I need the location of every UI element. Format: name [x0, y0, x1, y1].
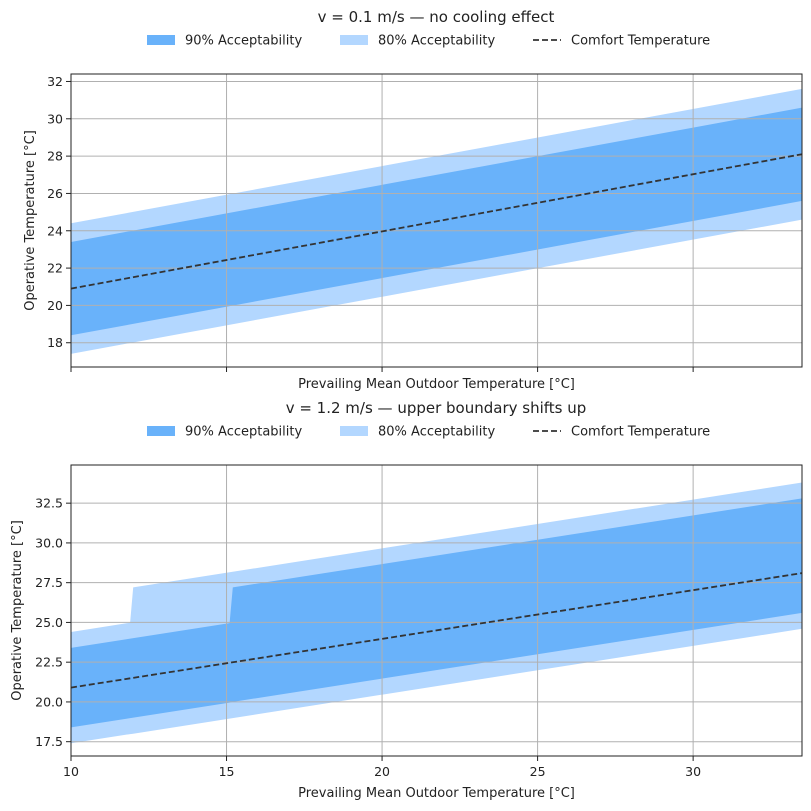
panel-2-y-tick-label: 32.5 — [35, 496, 63, 511]
panel-1-y-tick-label: 24 — [47, 223, 63, 238]
panel-1-y-tick-label: 22 — [47, 261, 63, 276]
panel-1-y-tick-label: 26 — [47, 186, 63, 201]
panel-2-y-tick-label: 25.0 — [35, 615, 63, 630]
panel-2-y-axis-label: Operative Temperature [°C] — [10, 520, 25, 701]
panel-2-band-90-acceptability — [71, 498, 802, 728]
panel-1-legend-90-acceptability-label: 90% Acceptability — [185, 34, 302, 49]
panel-2-x-tick-label: 10 — [63, 764, 79, 779]
panel-2-legend-90-acceptability-swatch — [147, 426, 175, 436]
panel-2-legend-80-acceptability-swatch — [340, 426, 368, 436]
panel-2-chart-title: v = 1.2 m/s — upper boundary shifts up — [286, 399, 587, 417]
panel-2-y-tick-label: 22.5 — [35, 655, 63, 670]
panel-1-y-tick-label: 30 — [47, 111, 63, 126]
panel-2-legend-comfort-temperature-label: Comfort Temperature — [571, 425, 710, 440]
panel-2-x-tick-label: 25 — [530, 764, 546, 779]
panel-2-x-tick-label: 15 — [219, 764, 235, 779]
panel-2-legend-80-acceptability-label: 80% Acceptability — [378, 425, 495, 440]
panel-2-x-tick-label: 20 — [374, 764, 390, 779]
panel-2-x-axis-label: Prevailing Mean Outdoor Temperature [°C] — [298, 786, 575, 801]
panel-1-legend-90-acceptability-swatch — [147, 35, 175, 45]
panel-1-comfort-temperature-line — [70, 153, 803, 290]
panel-2-y-tick-label: 27.5 — [35, 575, 63, 590]
panel-1-legend-80-acceptability-swatch — [340, 35, 368, 45]
panel-2-comfort-temperature-line — [70, 572, 803, 689]
panel-1-y-tick-label: 28 — [47, 149, 63, 164]
panel-1-y-axis-label: Operative Temperature [°C] — [23, 130, 38, 311]
panel-2-y-tick-label: 30.0 — [35, 535, 63, 550]
panel-2-y-tick-label: 17.5 — [35, 734, 63, 749]
panel-1-y-tick-label: 18 — [47, 335, 63, 350]
panel-2-x-tick-label: 30 — [685, 764, 701, 779]
panel-1-legend-comfort-temperature-label: Comfort Temperature — [571, 34, 710, 49]
panel-1-plot-frame — [70, 73, 803, 368]
panel-1-y-tick-label: 32 — [47, 74, 63, 89]
panel-2-plot-frame — [70, 464, 803, 757]
panel-1-x-axis-label: Prevailing Mean Outdoor Temperature [°C] — [298, 377, 575, 392]
panel-1-legend-80-acceptability-label: 80% Acceptability — [378, 34, 495, 49]
panel-1-y-tick-label: 20 — [47, 298, 63, 313]
panel-1-chart-title: v = 0.1 m/s — no cooling effect — [318, 8, 555, 26]
panel-2-y-tick-label: 20.0 — [35, 694, 63, 709]
panel-2-legend-90-acceptability-label: 90% Acceptability — [185, 425, 302, 440]
